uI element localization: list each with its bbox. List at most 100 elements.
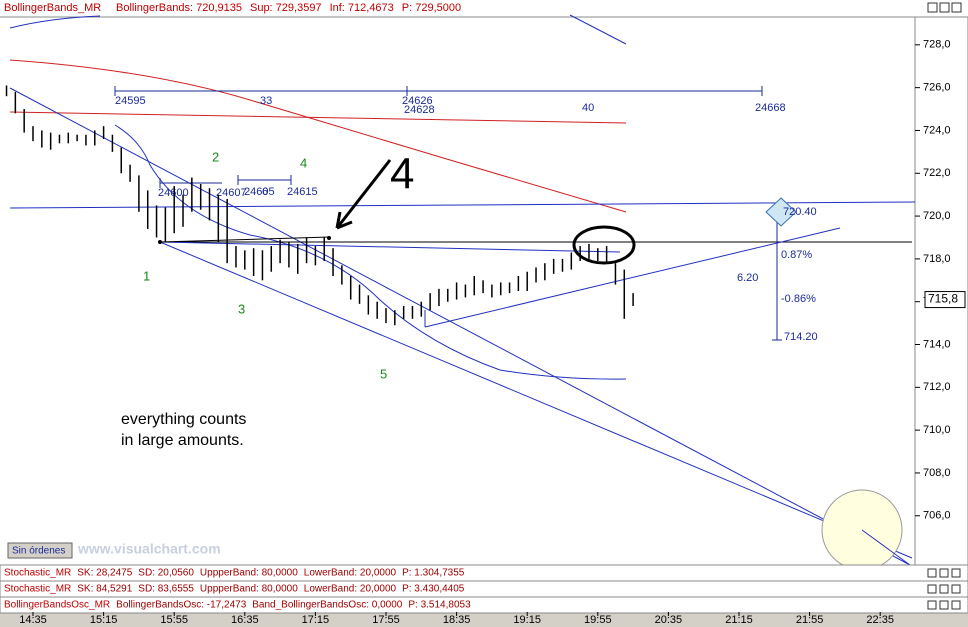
- annotations: 24595 33 24626 24628 40 24668 24600 2460…: [115, 95, 818, 343]
- panel-icon: [951, 584, 961, 594]
- panel-field: SK: 28,2475: [77, 568, 132, 579]
- measure: -0.86%: [781, 293, 816, 305]
- upper-band: [9, 15, 101, 29]
- panel-field: P: 1.304,7355: [402, 568, 465, 579]
- x-tick-label: 17:15: [302, 614, 330, 626]
- header-field: BollingerBands: 720,9135: [116, 2, 242, 14]
- panel-field: LowerBand: 20,0000: [304, 568, 397, 579]
- hand-arrow: [335, 159, 392, 230]
- watermark: www.visualchart.com: [77, 541, 221, 557]
- count: 24605: [244, 186, 275, 198]
- count: 24615: [287, 186, 318, 198]
- time-axis: [0, 612, 968, 627]
- panel-name: Stochastic_MR: [4, 568, 71, 579]
- x-tick-label: 15:55: [160, 614, 188, 626]
- y-tick-label: 706,0: [923, 510, 951, 522]
- panel-icon: [939, 584, 949, 594]
- wave: 2: [212, 149, 219, 164]
- y-tick-label: 720,0: [923, 210, 951, 222]
- count: 33: [260, 95, 272, 107]
- plot: 706,0708,0710,0712,0714,0716,0718,0720,0…: [5, 39, 966, 626]
- panel-field: SD: 83,6555: [138, 584, 194, 595]
- trendline: [159, 241, 913, 559]
- measure: 6.20: [737, 272, 758, 284]
- panel-name: Stochastic_MR: [4, 584, 71, 595]
- panel-field: BollingerBandsOsc: -17,2473: [116, 600, 247, 611]
- icon-restore[interactable]: [927, 2, 938, 13]
- note: in large amounts.: [121, 432, 244, 449]
- lower-panels: Stochastic_MR SK: 28,2475 SD: 20,0560 Upppe…: [0, 564, 968, 614]
- x-tick-label: 19:55: [584, 614, 612, 626]
- x-tick-label: 19:15: [513, 614, 541, 626]
- header-field: Sup: 729,3597: [250, 2, 322, 14]
- panel-icon: [951, 600, 961, 610]
- y-tick-label: 726,0: [923, 82, 951, 94]
- panel-icon: [939, 600, 949, 610]
- note: everything counts: [121, 411, 246, 428]
- x-tick-label: 17:55: [372, 614, 400, 626]
- panel-field: LowerBand: 20,0000: [304, 584, 397, 595]
- x-tick-label: 15:15: [90, 614, 118, 626]
- big-label: 4: [390, 150, 414, 199]
- header-fields: BollingerBands: 720,9135 Sup: 729,3597 Inf…: [116, 2, 461, 14]
- price-axis: [914, 16, 968, 566]
- header-field: P: 729,5000: [402, 2, 461, 14]
- count: 6: [262, 186, 268, 198]
- x-tick-label: 18:35: [443, 614, 471, 626]
- x-tick-label: 14:35: [19, 614, 47, 626]
- count: 24607: [216, 187, 247, 199]
- icon-maximize[interactable]: [939, 2, 950, 13]
- wave: 5: [380, 366, 387, 381]
- panel-icon: [939, 568, 949, 578]
- panel-field: P: 3.514,8053: [408, 600, 471, 611]
- y-tick-label: 708,0: [923, 467, 951, 479]
- orders-button-label[interactable]: Sin órdenes: [12, 546, 65, 557]
- x-tick-label: 16:35: [231, 614, 259, 626]
- y-tick-label: 714,0: [923, 338, 951, 350]
- y-tick-label: 712,0: [923, 381, 951, 393]
- red-band: [9, 59, 627, 213]
- panel-field: UppperBand: 80,0000: [200, 584, 298, 595]
- x-tick-label: 22:35: [866, 614, 894, 626]
- panel-field: Band_BollingerBandsOsc: 0,0000: [252, 600, 403, 611]
- diamond-marker: [765, 197, 797, 227]
- upper-band: [569, 14, 627, 45]
- red-mid: [9, 111, 627, 124]
- x-tick-label: 21:15: [725, 614, 753, 626]
- panel-field: P: 3.430,4405: [402, 584, 465, 595]
- panel-field: SK: 84,5291: [77, 584, 132, 595]
- y-tick-label: 728,0: [923, 39, 951, 51]
- panel: [0, 596, 968, 614]
- panel-icon: [927, 600, 937, 610]
- window-icons[interactable]: [927, 2, 962, 13]
- count: 40: [582, 102, 594, 114]
- panel-icon: [951, 568, 961, 578]
- trendline: [9, 87, 911, 566]
- point: [327, 236, 331, 240]
- wave: 1: [143, 268, 150, 283]
- measure: 0.87%: [781, 249, 812, 261]
- measure: 714.20: [784, 331, 818, 343]
- measure: 720.40: [783, 206, 817, 218]
- y-tick-label: 724,0: [923, 124, 951, 136]
- orders-button[interactable]: [7, 542, 73, 559]
- icon-close[interactable]: [951, 2, 962, 13]
- wave: 4: [300, 155, 307, 170]
- trendline: [424, 227, 841, 328]
- count: 24595: [115, 95, 146, 107]
- y-tick-label: 710,0: [923, 424, 951, 436]
- count: 24626: [402, 95, 433, 107]
- panel-name: BollingerBandsOsc_MR: [4, 600, 110, 611]
- ellipse-drawing: [572, 225, 636, 265]
- wave: 3: [238, 301, 245, 316]
- y-tick-label: 718,0: [923, 253, 951, 265]
- last-price-box: [924, 291, 966, 309]
- x-tick-label: 20:35: [655, 614, 683, 626]
- count: 24668: [755, 102, 786, 114]
- wave-labels: 1 2 3 4 5: [143, 149, 387, 381]
- trendline: [861, 529, 911, 566]
- y-tick-label: 722,0: [923, 167, 951, 179]
